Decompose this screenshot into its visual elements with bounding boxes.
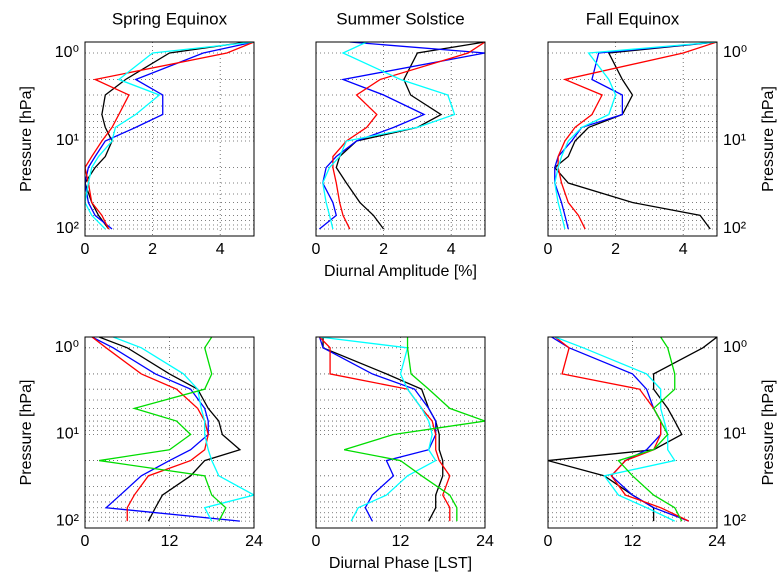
profile-line	[343, 337, 485, 522]
x-tick-label: 4	[679, 241, 688, 258]
y-axis-label: Pressure [hPa]	[760, 380, 777, 486]
x-tick-label: 24	[708, 533, 726, 550]
y-tick-label: 10¹	[723, 426, 746, 443]
profile-line	[318, 337, 437, 522]
profile-line	[322, 337, 444, 522]
profile-line	[617, 337, 683, 522]
plot-frame	[315, 41, 486, 237]
profile-line	[85, 42, 248, 230]
profile-line	[322, 42, 456, 230]
plot-frame	[84, 41, 255, 237]
profile-line	[85, 42, 254, 230]
profile-line	[551, 337, 690, 522]
profile-line	[85, 42, 254, 230]
x-tick-label: 0	[544, 241, 553, 258]
plot-frame	[315, 336, 486, 529]
profile-line	[554, 42, 717, 230]
x-tick-label: 2	[379, 241, 388, 258]
x-axis-label: Diurnal Amplitude [%]	[324, 263, 477, 280]
plot-frame	[547, 41, 718, 237]
profile-line	[557, 42, 717, 230]
x-tick-label: 4	[447, 241, 456, 258]
y-tick-label: 10⁰	[55, 339, 79, 356]
profile-line	[553, 42, 717, 230]
x-tick-label: 0	[312, 241, 321, 258]
panel-title: Spring Equinox	[112, 9, 228, 28]
plot-frame	[84, 336, 255, 529]
y-axis-label: Pressure [hPa]	[760, 86, 777, 192]
panel-title: Fall Equinox	[586, 9, 680, 28]
y-axis-label: Pressure [hPa]	[18, 86, 35, 192]
profile-line	[319, 337, 437, 522]
profile-line	[319, 337, 451, 522]
x-tick-label: 12	[161, 533, 179, 550]
y-tick-label: 10²	[723, 220, 747, 237]
x-tick-label: 4	[216, 241, 225, 258]
y-tick-label: 10¹	[56, 426, 79, 443]
y-tick-label: 10⁰	[55, 44, 79, 61]
x-tick-label: 2	[611, 241, 620, 258]
profile-line	[98, 337, 242, 522]
profile-line	[112, 337, 254, 522]
y-tick-label: 10⁰	[723, 339, 747, 356]
y-tick-label: 10⁰	[723, 44, 747, 61]
y-tick-label: 10²	[56, 512, 80, 529]
panel-title: Summer Solstice	[336, 9, 464, 28]
profile-line	[554, 337, 690, 522]
x-tick-label: 2	[148, 241, 157, 258]
y-tick-label: 10¹	[723, 132, 746, 149]
x-tick-label: 12	[624, 533, 642, 550]
profile-line	[91, 337, 209, 522]
profile-line	[98, 337, 227, 522]
x-tick-label: 24	[476, 533, 494, 550]
x-tick-label: 24	[245, 533, 263, 550]
y-tick-label: 10²	[723, 512, 747, 529]
y-axis-label: Pressure [hPa]	[18, 380, 35, 486]
y-tick-label: 10¹	[56, 132, 79, 149]
plot-frame	[547, 336, 718, 529]
profile-line	[91, 337, 240, 522]
y-tick-label: 10²	[56, 220, 80, 237]
x-tick-label: 12	[392, 533, 410, 550]
x-tick-label: 0	[312, 533, 321, 550]
profile-line	[85, 42, 254, 230]
x-tick-label: 0	[544, 533, 553, 550]
profile-line	[554, 337, 676, 522]
profile-line	[554, 42, 717, 230]
x-tick-label: 0	[81, 533, 90, 550]
x-tick-label: 0	[81, 241, 90, 258]
profile-line	[318, 42, 485, 230]
x-axis-label: Diurnal Phase [LST]	[329, 555, 472, 572]
